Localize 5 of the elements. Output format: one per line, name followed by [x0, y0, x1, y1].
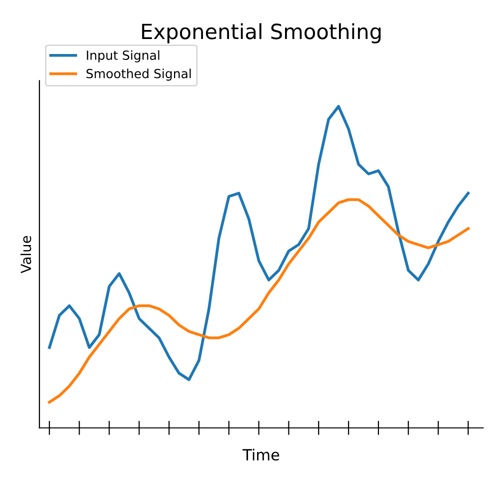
x-axis-title: Time	[242, 448, 280, 461]
chart-title: Exponential Smoothing	[142, 23, 381, 44]
legend-label: Input Signal	[86, 50, 160, 62]
y-axis-title: Value	[20, 236, 32, 274]
legend-label: Smoothed Signal	[86, 68, 191, 81]
